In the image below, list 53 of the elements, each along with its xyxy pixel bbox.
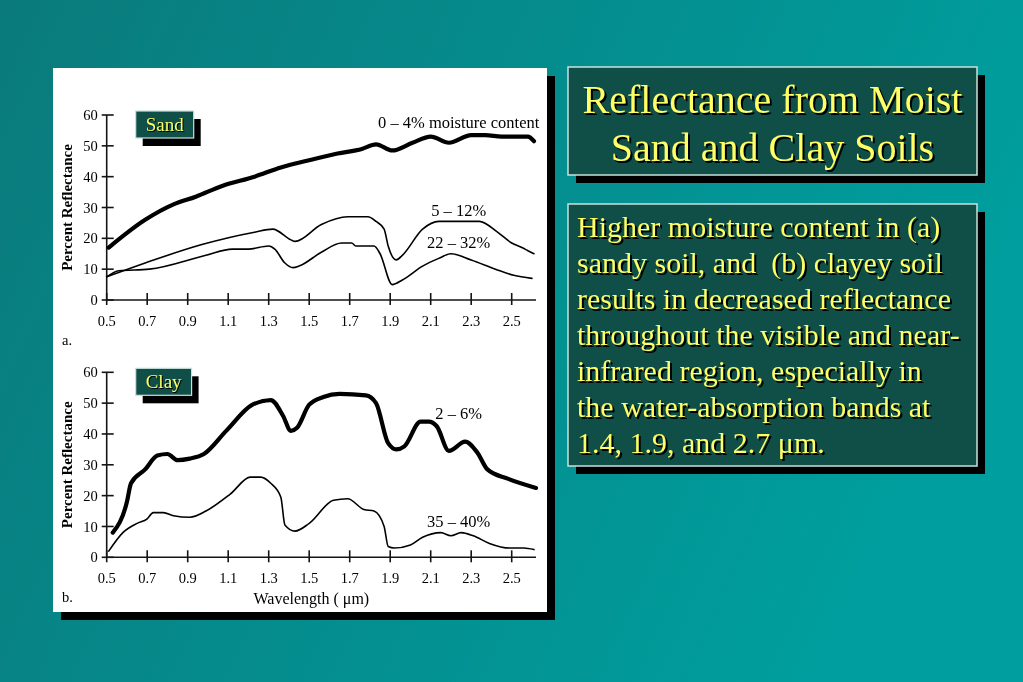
x-tick-label: 0.5 bbox=[97, 570, 116, 587]
x-tick-label: 2.1 bbox=[421, 313, 440, 329]
y-axis-title: Percent Reflectance bbox=[58, 143, 75, 271]
x-tick-label: 1.1 bbox=[219, 570, 238, 587]
y-tick-label: 30 bbox=[83, 456, 98, 473]
text: b. bbox=[62, 589, 73, 606]
x-tick-label: 1.3 bbox=[259, 313, 278, 329]
text: Reflectance from Moist Sand and Clay Soils bbox=[582, 77, 963, 170]
y-tick-label: 20 bbox=[83, 230, 98, 247]
series-label: 35 – 40% bbox=[427, 512, 491, 532]
y-tick-label: 50 bbox=[83, 137, 98, 154]
x-tick-label: 2.3 bbox=[462, 570, 481, 587]
x-tick-label: 1.1 bbox=[219, 313, 238, 329]
chart-title: Clay bbox=[145, 371, 183, 393]
y-tick-label: 60 bbox=[83, 107, 98, 124]
x-tick-label: 1.5 bbox=[300, 313, 319, 329]
series-label: 2 – 6% bbox=[435, 403, 483, 423]
series-label: 0 – 4% moisture content bbox=[378, 113, 540, 133]
line-series bbox=[110, 391, 539, 535]
x-tick-label: 0.9 bbox=[178, 570, 197, 587]
x-tick-label: 0.7 bbox=[138, 570, 157, 587]
y-tick-label: 10 bbox=[83, 518, 98, 535]
x-tick-label: 2.5 bbox=[502, 570, 521, 587]
x-tick-label: 1.5 bbox=[300, 570, 319, 587]
x-tick-label: 1.7 bbox=[340, 570, 359, 587]
text: Higher moisture content in (a) sandy soil, and (b) clayey soil results in decreased reflectance throughout the visible and near-infrared region, especially in the water-absorption bands at 1.4, 1.9, and 2.7 μm. bbox=[577, 210, 960, 459]
y-tick-label: 40 bbox=[83, 426, 98, 443]
y-tick-label: 60 bbox=[83, 364, 98, 381]
x-tick-label: 2.5 bbox=[502, 313, 521, 329]
y-tick-label: 20 bbox=[83, 487, 98, 504]
chart-title: Sand bbox=[145, 114, 185, 135]
y-tick-label: 10 bbox=[83, 261, 98, 278]
x-tick-label: 0.5 bbox=[97, 313, 116, 329]
x-tick-label: 1.3 bbox=[259, 570, 278, 587]
y-axis-title: Percent Reflectance bbox=[58, 401, 75, 529]
x-tick-label: 1.7 bbox=[340, 313, 359, 329]
line-series bbox=[106, 132, 537, 250]
x-axis-title: Wavelength ( μm) bbox=[253, 590, 370, 609]
line-series bbox=[107, 476, 535, 552]
y-tick-label: 40 bbox=[83, 168, 98, 185]
y-tick-label: 30 bbox=[83, 199, 98, 216]
x-tick-label: 1.9 bbox=[381, 570, 400, 587]
x-tick-label: 0.7 bbox=[138, 313, 157, 329]
y-tick-label: 0 bbox=[90, 549, 98, 566]
y-tick-label: 0 bbox=[90, 292, 98, 309]
text: a. bbox=[62, 332, 73, 348]
x-tick-label: 0.9 bbox=[178, 313, 197, 329]
x-tick-label: 2.3 bbox=[462, 313, 481, 329]
x-tick-label: 2.1 bbox=[421, 570, 440, 587]
series-label: 22 – 32% bbox=[427, 233, 491, 253]
series-label: 5 – 12% bbox=[431, 201, 487, 221]
x-tick-label: 1.9 bbox=[381, 313, 400, 329]
y-tick-label: 50 bbox=[83, 395, 98, 412]
